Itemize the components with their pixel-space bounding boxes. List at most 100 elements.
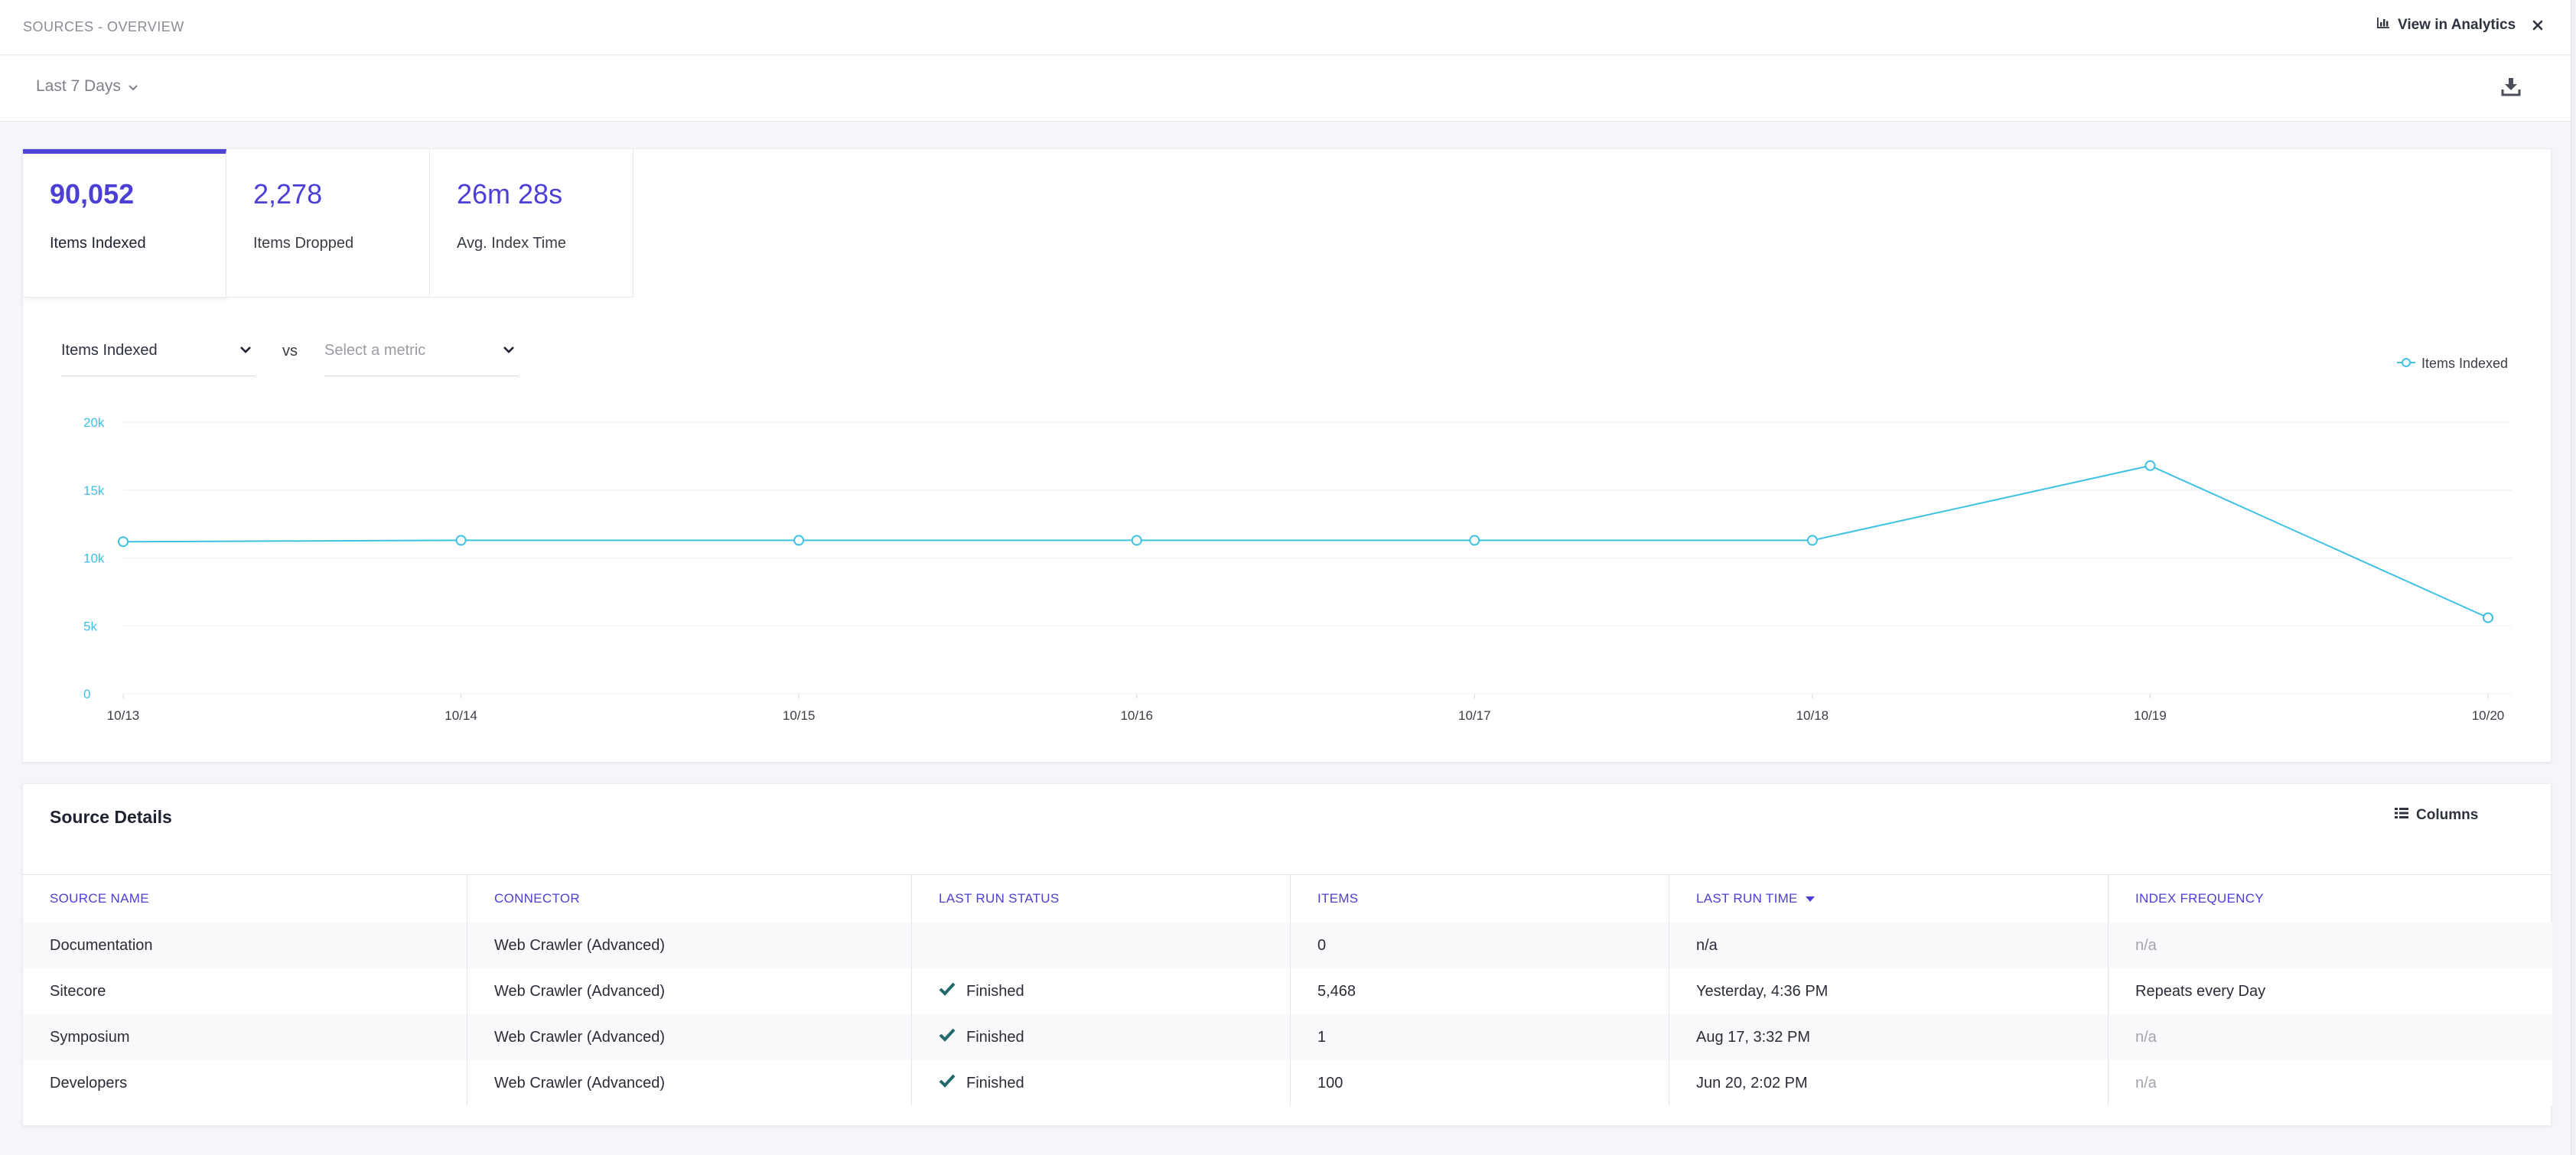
- x-tick-label: 10/13: [107, 708, 140, 723]
- date-range-select[interactable]: Last 7 Days: [36, 77, 138, 96]
- data-point: [2483, 612, 2493, 623]
- y-tick-label: 20k: [83, 415, 105, 430]
- cell-connector: Web Crawler (Advanced): [467, 1060, 912, 1106]
- x-tick-label: 10/16: [1120, 708, 1153, 723]
- cell-status: Finished: [912, 1060, 1291, 1106]
- data-point: [1131, 535, 1142, 546]
- caret-down-icon: [503, 344, 514, 358]
- cell-items: 100: [1291, 1060, 1669, 1106]
- view-in-analytics-button[interactable]: View in Analytics: [2376, 17, 2516, 34]
- header-last-run-status[interactable]: LAST RUN STATUS: [912, 875, 1291, 922]
- cell-source-name: Sitecore: [23, 968, 467, 1014]
- cell-items: 1: [1291, 1014, 1669, 1060]
- page-header: SOURCES - OVERVIEW View in Analytics: [0, 0, 2571, 55]
- kpi-avg-index-time[interactable]: 26m 28s Avg. Index Time: [430, 149, 633, 298]
- chart-legend: Items Indexed: [2397, 356, 2508, 372]
- sort-descending-icon: [1805, 891, 1815, 906]
- cell-status-label: Finished: [966, 982, 1024, 1000]
- kpi-tabs: 90,052 Items Indexed 2,278 Items Dropped…: [23, 149, 633, 298]
- cell-source-name: Developers: [23, 1060, 467, 1106]
- bar-chart-icon: [2376, 17, 2390, 34]
- header-source-name[interactable]: SOURCE NAME: [23, 875, 467, 922]
- secondary-metric-select[interactable]: Select a metric: [324, 337, 519, 376]
- vs-label: vs: [282, 343, 298, 360]
- data-point: [1806, 535, 1818, 546]
- close-icon[interactable]: [2526, 14, 2549, 37]
- data-point: [118, 536, 129, 548]
- toolbar: Last 7 Days: [0, 56, 2571, 122]
- kpi-label: Avg. Index Time: [457, 235, 567, 252]
- checkmark-icon: [939, 982, 956, 1000]
- header-index-frequency[interactable]: INDEX FREQUENCY: [2135, 891, 2264, 906]
- x-tick-label: 10/19: [2134, 708, 2167, 723]
- cell-status: Finished: [912, 1014, 1291, 1060]
- x-tick-label: 10/20: [2472, 708, 2505, 723]
- cell-last-run-time: Jun 20, 2:02 PM: [1669, 1060, 2109, 1106]
- kpi-value: 90,052: [50, 178, 135, 210]
- table-body: Documentation Web Crawler (Advanced) 0 n…: [23, 922, 2552, 1106]
- cell-last-run-time: n/a: [1669, 922, 2109, 968]
- y-tick-label: 15k: [83, 483, 105, 498]
- y-tick-label: 5k: [83, 619, 97, 633]
- x-tick-label: 10/15: [783, 708, 816, 723]
- cell-index-frequency: n/a: [2135, 1028, 2157, 1046]
- view-in-analytics-label: View in Analytics: [2398, 17, 2516, 33]
- checkmark-icon: [939, 1028, 956, 1046]
- table-row[interactable]: Developers Web Crawler (Advanced) Finish…: [23, 1060, 2552, 1106]
- table-header-row: SOURCE NAME CONNECTOR LAST RUN STATUS IT…: [23, 875, 2552, 922]
- cell-connector: Web Crawler (Advanced): [467, 1014, 912, 1060]
- download-icon[interactable]: [2497, 73, 2525, 100]
- cell-connector: Web Crawler (Advanced): [467, 968, 912, 1014]
- cell-status-label: Finished: [966, 1028, 1024, 1046]
- cell-last-run-time: Yesterday, 4:36 PM: [1669, 968, 2109, 1014]
- cell-index-frequency: n/a: [2135, 1074, 2157, 1092]
- header-last-run-time[interactable]: LAST RUN TIME: [1669, 875, 2109, 922]
- metric-compare-row: Items Indexed vs Select a metric: [61, 337, 519, 376]
- kpi-items-indexed[interactable]: 90,052 Items Indexed: [23, 149, 226, 298]
- y-tick-label: 10k: [83, 551, 105, 566]
- cell-items: 5,468: [1291, 968, 1669, 1014]
- table-row[interactable]: Symposium Web Crawler (Advanced) Finishe…: [23, 1014, 2552, 1060]
- header-connector[interactable]: CONNECTOR: [467, 875, 912, 922]
- scrollbar-track[interactable]: [2571, 0, 2576, 1155]
- legend-line-marker-icon: [2397, 356, 2415, 372]
- kpi-label: Items Indexed: [50, 235, 146, 252]
- cell-last-run-time: Aug 17, 3:32 PM: [1669, 1014, 2109, 1060]
- primary-metric-value: Items Indexed: [61, 342, 158, 359]
- line-chart: 0 5k 10k 15k 20k 10/13 10/14 10/15 10/16 10/17 10/…: [83, 415, 2512, 723]
- x-tick-label: 10/14: [445, 708, 477, 723]
- chevron-down-icon: [129, 77, 138, 96]
- cell-connector: Web Crawler (Advanced): [467, 922, 912, 968]
- data-point: [2144, 460, 2156, 471]
- cell-status: Finished: [912, 968, 1291, 1014]
- kpi-value: 2,278: [253, 178, 323, 210]
- primary-metric-select[interactable]: Items Indexed: [61, 337, 256, 376]
- cell-status: [912, 922, 1291, 968]
- secondary-metric-placeholder: Select a metric: [324, 342, 426, 359]
- data-point: [793, 535, 805, 546]
- table-row[interactable]: Sitecore Web Crawler (Advanced) Finished…: [23, 968, 2552, 1014]
- columns-label: Columns: [2416, 807, 2479, 823]
- columns-button[interactable]: Columns: [2395, 807, 2478, 824]
- cell-items: 0: [1291, 922, 1669, 968]
- cell-source-name: Symposium: [23, 1014, 467, 1060]
- kpi-items-dropped[interactable]: 2,278 Items Dropped: [226, 149, 430, 298]
- kpi-value: 26m 28s: [457, 178, 563, 210]
- checkmark-icon: [939, 1074, 956, 1092]
- y-tick-label: 0: [83, 687, 90, 701]
- series-line: [122, 464, 2489, 619]
- table-row[interactable]: Documentation Web Crawler (Advanced) 0 n…: [23, 922, 2552, 968]
- list-icon: [2395, 807, 2408, 824]
- caret-down-icon: [240, 344, 251, 358]
- date-range-value: Last 7 Days: [36, 77, 121, 95]
- table-title: Source Details: [50, 807, 172, 827]
- cell-index-frequency: Repeats every Day: [2135, 982, 2266, 1000]
- data-point: [455, 535, 467, 546]
- page-title: SOURCES - OVERVIEW: [23, 19, 184, 34]
- x-tick-label: 10/17: [1458, 708, 1491, 723]
- legend-label: Items Indexed: [2421, 356, 2509, 371]
- x-tick-label: 10/18: [1796, 708, 1829, 723]
- source-table: SOURCE NAME CONNECTOR LAST RUN STATUS IT…: [23, 874, 2552, 1106]
- header-items[interactable]: ITEMS: [1291, 875, 1669, 922]
